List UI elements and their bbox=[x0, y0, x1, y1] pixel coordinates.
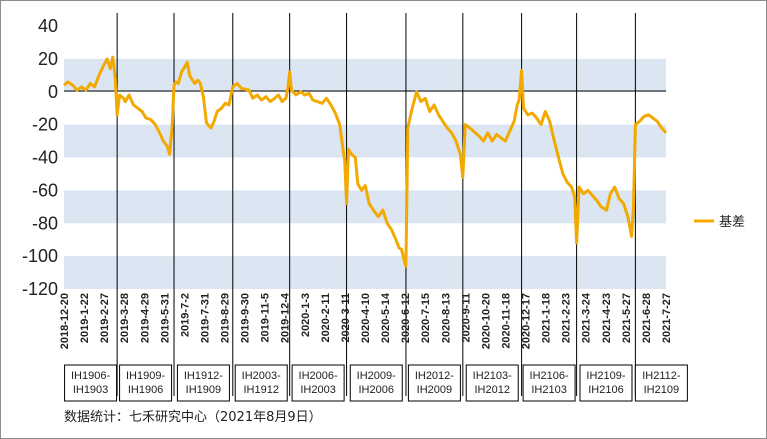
contract-label-line: IH1909- bbox=[126, 370, 165, 382]
contract-label-line: IH2006 bbox=[359, 384, 394, 396]
contract-label-box bbox=[407, 364, 461, 402]
contract-label-line: IH2003- bbox=[242, 370, 281, 382]
contract-label-box bbox=[349, 364, 403, 402]
contract-label-line: IH1906 bbox=[128, 384, 163, 396]
contract-label-box bbox=[176, 364, 230, 402]
x-tick-label: 2020-1-3 bbox=[300, 293, 312, 337]
contract-label-line: IH2009- bbox=[357, 370, 396, 382]
contract-labels: IH1906- IH1903 IH1909- IH1906 IH1912- IH1909 I… bbox=[64, 364, 688, 402]
y-tick-label: -100 bbox=[22, 246, 58, 266]
x-tick-label: 2019-5-31 bbox=[159, 293, 171, 343]
x-tick-label: 2021-6-28 bbox=[641, 293, 653, 343]
contract-label-line: IH1912- bbox=[184, 370, 223, 382]
y-tick-label: 20 bbox=[38, 49, 58, 69]
contract-label-line: IH1906- bbox=[71, 370, 110, 382]
x-tick-label: 2020-10-20 bbox=[480, 293, 492, 349]
legend: 基差 bbox=[694, 215, 745, 230]
contract-label-line: IH2112- bbox=[642, 370, 681, 382]
y-tick-label: 0 bbox=[48, 82, 58, 102]
contract-label-line: IH2009 bbox=[417, 384, 452, 396]
x-tick-label: 2019-9-30 bbox=[240, 293, 252, 343]
contract-label-line: IH2103 bbox=[531, 384, 566, 396]
x-tick-label: 2020-6-12 bbox=[400, 293, 412, 343]
x-tick-label: 2018-12-20 bbox=[59, 293, 71, 349]
contract-label-line: IH2012 bbox=[474, 384, 509, 396]
contract-label-line: IH2103- bbox=[473, 370, 512, 382]
y-tick-label: -40 bbox=[32, 148, 58, 168]
contract-label-line: IH2003 bbox=[300, 384, 335, 396]
x-tick-label: 2019-4-29 bbox=[139, 293, 151, 343]
contract-label-box bbox=[465, 364, 519, 402]
contract-label-line: IH2012- bbox=[415, 370, 454, 382]
y-axis-ticks: 40 20 0 -20 -40 -60 -80 -100 -120 bbox=[22, 16, 58, 299]
x-tick-label: 2019-12-4 bbox=[280, 292, 292, 343]
x-tick-label: 2021-5-27 bbox=[621, 293, 633, 343]
x-tick-label: 2019-2-27 bbox=[99, 293, 111, 343]
grid-band bbox=[64, 190, 666, 224]
grid-band bbox=[64, 256, 666, 289]
contract-label-box bbox=[522, 364, 576, 402]
contract-label-line: IH2109 bbox=[644, 384, 679, 396]
y-tick-label: -20 bbox=[32, 115, 58, 135]
y-tick-label: -60 bbox=[32, 180, 58, 200]
grid-bands bbox=[64, 58, 666, 289]
source-note: 数据统计：七禾研究中心（2021年8月9日） bbox=[64, 410, 322, 425]
x-tick-label: 2021-7-27 bbox=[661, 293, 673, 343]
x-tick-label: 2020-5-14 bbox=[380, 292, 392, 343]
x-tick-label: 2021-3-24 bbox=[581, 292, 593, 343]
y-tick-label: -120 bbox=[22, 279, 58, 299]
contract-label-line: IH1912 bbox=[243, 384, 278, 396]
grid-band bbox=[64, 58, 666, 92]
x-tick-label: 2020-7-15 bbox=[420, 293, 432, 343]
x-tick-label: 2021-4-23 bbox=[601, 293, 613, 343]
contract-label-line: IH1903 bbox=[73, 384, 108, 396]
x-tick-label: 2020-8-13 bbox=[440, 293, 452, 343]
x-tick-label: 2020-11-18 bbox=[500, 293, 512, 349]
x-tick-label: 2019-3-28 bbox=[119, 293, 131, 343]
series-line-basis bbox=[63, 55, 668, 268]
contract-label-box bbox=[119, 364, 173, 402]
contract-label-box bbox=[64, 364, 118, 402]
grid-band bbox=[64, 124, 666, 158]
contract-label-line: IH1909 bbox=[186, 384, 221, 396]
x-axis-ticks: 2018-12-20 2019-1-22 2019-2-27 2019-3-28 201… bbox=[59, 292, 673, 349]
x-tick-label: 2020-3-11 bbox=[340, 293, 352, 343]
contract-label-line: IH2109- bbox=[586, 370, 625, 382]
contract-label-line: IH2106 bbox=[588, 384, 623, 396]
x-tick-label: 2020-2-11 bbox=[320, 293, 332, 343]
legend-label: 基差 bbox=[719, 215, 745, 230]
y-tick-label: -80 bbox=[32, 213, 58, 233]
contract-label-line: IH2006- bbox=[299, 370, 338, 382]
x-tick-label: 2020-9-11 bbox=[460, 293, 472, 343]
y-tick-label: 40 bbox=[38, 16, 58, 36]
contract-label-box bbox=[234, 364, 288, 402]
contract-label-line: IH2106- bbox=[530, 370, 569, 382]
x-tick-label: 2019-11-5 bbox=[260, 293, 272, 343]
x-tick-label: 2021-2-23 bbox=[561, 293, 573, 343]
x-tick-label: 2020-12-17 bbox=[521, 293, 533, 349]
x-tick-label: 2019-7-2 bbox=[179, 293, 191, 337]
contract-label-box bbox=[579, 364, 633, 402]
x-tick-label: 2019-7-31 bbox=[199, 293, 211, 343]
x-tick-label: 2019-8-29 bbox=[220, 293, 232, 343]
contract-label-box bbox=[634, 364, 688, 402]
x-tick-label: 2021-1-18 bbox=[541, 293, 553, 343]
x-tick-label: 2020-4-10 bbox=[360, 293, 372, 343]
contract-label-box bbox=[291, 364, 345, 402]
x-tick-label: 2019-1-22 bbox=[79, 293, 91, 343]
